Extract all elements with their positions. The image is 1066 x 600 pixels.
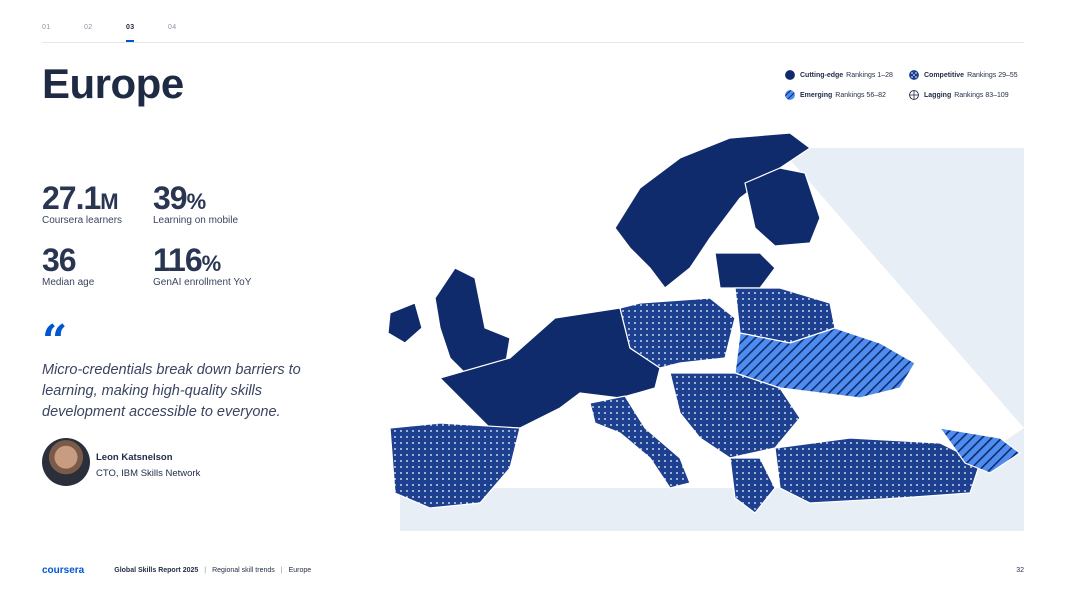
stat-unit: % [186, 189, 207, 214]
coursera-logo[interactable]: coursera [42, 565, 85, 576]
legend-label: Lagging [924, 91, 952, 99]
stat-unit: M [100, 189, 118, 214]
lagging-swatch-icon [909, 90, 919, 100]
competitive-swatch-icon [909, 70, 919, 80]
region-greece [729, 457, 776, 514]
emerging-swatch-icon [785, 90, 795, 100]
quote-mark-icon: “ [42, 316, 68, 367]
region-ireland [387, 302, 423, 344]
page-title: Europe [42, 60, 184, 107]
page-number: 32 [1016, 567, 1024, 574]
legend-range: Rankings 83–109 [954, 91, 1009, 99]
stat-value: 116 [153, 242, 203, 278]
header-divider [42, 42, 1024, 43]
region-baltics [714, 252, 776, 289]
legend-range: Rankings 56–82 [835, 91, 886, 99]
footer: coursera Global Skills Report 2025 | Reg… [42, 565, 1024, 576]
footer-section: Regional skill trends [212, 567, 275, 574]
stat-value: 39 [153, 180, 188, 216]
stat-label: Coursera learners [42, 215, 123, 226]
legend-label: Competitive [924, 71, 965, 79]
region-scandinavia [614, 132, 812, 289]
region-turkey [774, 437, 981, 504]
region-central-europe [619, 297, 736, 369]
background-land-east [400, 148, 1024, 531]
stat-label: Learning on mobile [153, 215, 239, 226]
legend-emerging: Emerging Rankings 56–82 [785, 90, 886, 100]
legend-cutting-edge: Cutting-edge Rankings 1–28 [785, 70, 893, 80]
quote-text: Micro-credentials break down barriers to… [42, 362, 301, 420]
footer-separator: | [204, 567, 207, 574]
region-uk-ireland [434, 267, 511, 379]
region-iberia [389, 422, 521, 509]
tab-03[interactable]: 03 [126, 24, 168, 42]
person-name: Leon Katsnelson [96, 452, 173, 463]
cutting-edge-swatch-icon [785, 70, 795, 80]
avatar [42, 438, 90, 486]
legend-label: Cutting-edge [800, 71, 844, 79]
footer-region: Europe [288, 567, 312, 574]
legend-competitive: Competitive Rankings 29–55 [909, 70, 1018, 80]
stat-value: 36 [42, 242, 77, 278]
stat-median-age: 36 Median age [42, 242, 94, 288]
stat-unit: % [201, 251, 222, 276]
stat-label: GenAI enrollment YoY [153, 277, 252, 288]
legend-range: Rankings 1–28 [846, 71, 893, 79]
legend-lagging: Lagging Rankings 83–109 [909, 90, 1009, 100]
region-italy [589, 395, 691, 489]
footer-report: Global Skills Report 2025 [114, 567, 199, 574]
stat-learners: 27.1M Coursera learners [42, 180, 122, 226]
stat-genai: 116% GenAI enrollment YoY [153, 242, 251, 288]
region-finland [744, 167, 821, 247]
europe-map [380, 128, 1024, 531]
footer-separator: | [280, 567, 283, 574]
legend-label: Emerging [800, 91, 833, 99]
stat-value: 27.1 [42, 180, 101, 216]
stat-mobile: 39% Learning on mobile [153, 180, 238, 226]
tab-01[interactable]: 01 [42, 24, 51, 31]
tab-04[interactable]: 04 [168, 24, 177, 31]
legend-range: Rankings 29–55 [967, 71, 1018, 79]
person-title: CTO, IBM Skills Network [96, 468, 201, 479]
section-tabs: 01 02 03 04 [42, 24, 210, 42]
region-caucasus [938, 427, 1022, 474]
tab-02[interactable]: 02 [84, 24, 93, 31]
stat-label: Median age [42, 277, 95, 288]
